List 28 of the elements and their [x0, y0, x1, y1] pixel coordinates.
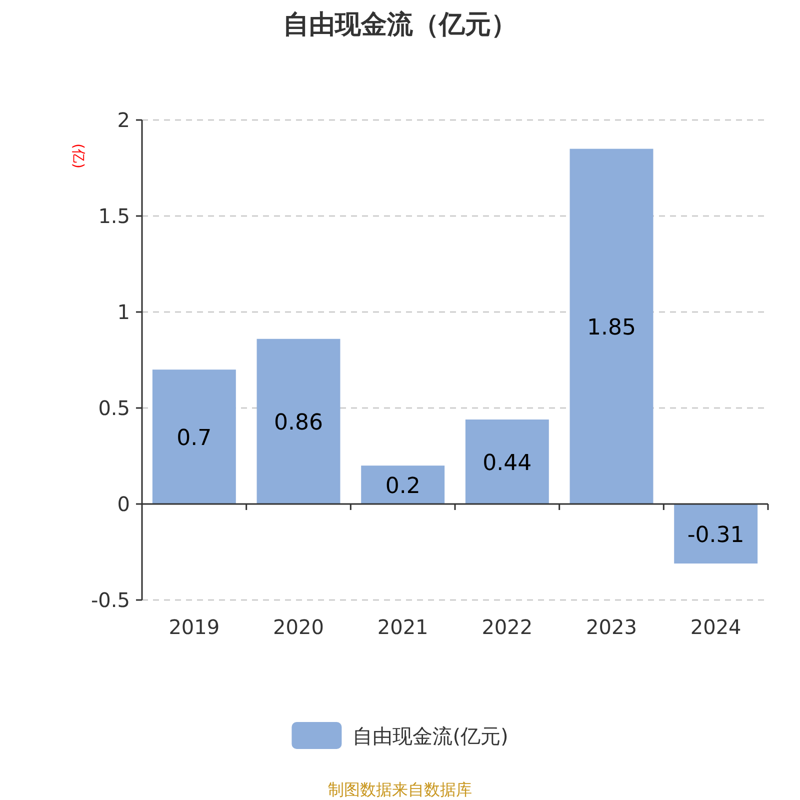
y-axis-title: (亿): [70, 144, 86, 168]
data-label: 0.44: [482, 450, 532, 476]
y-tick-label: 2: [117, 108, 130, 132]
bar: [465, 420, 549, 504]
chart-title: 自由现金流（亿元）: [283, 10, 517, 40]
y-tick-label: 1.5: [98, 204, 130, 228]
data-label: 0.86: [274, 410, 323, 436]
x-tick-label: 2024: [690, 615, 742, 639]
x-tick-label: 2023: [586, 615, 637, 639]
bar: [256, 338, 340, 504]
bar: [152, 370, 236, 504]
x-tick-label: 2022: [482, 615, 533, 639]
y-tick-label: 0: [117, 492, 130, 516]
x-tick-label: 2021: [377, 615, 428, 639]
data-label: 0.7: [176, 426, 212, 451]
bar: [361, 466, 445, 504]
y-tick-label: -0.5: [90, 588, 130, 612]
x-tick-label: 2019: [168, 615, 220, 639]
text: 制图数据来自数据库: [328, 780, 472, 799]
y-tick-label: 0.5: [98, 396, 130, 420]
bar: [570, 148, 654, 504]
data-label: 0.2: [385, 474, 420, 499]
bar: [674, 504, 758, 564]
y-tick-label: 1: [117, 300, 130, 324]
data-label: 1.85: [587, 315, 636, 340]
legend-label: 自由现金流(亿元): [352, 724, 508, 748]
x-tick-label: 2020: [273, 615, 324, 639]
data-label: -0.31: [687, 522, 744, 548]
